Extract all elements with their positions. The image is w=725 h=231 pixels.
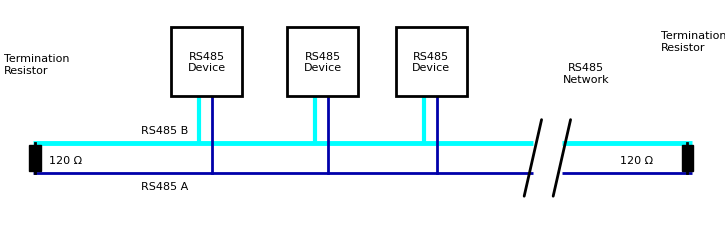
Text: RS485
Device: RS485 Device — [188, 52, 225, 73]
Text: RS485 B: RS485 B — [141, 125, 188, 136]
Bar — [396, 28, 467, 97]
Bar — [287, 28, 358, 97]
Bar — [171, 28, 242, 97]
Text: 120 Ω: 120 Ω — [620, 155, 653, 166]
Bar — [682, 146, 693, 171]
Text: 120 Ω: 120 Ω — [49, 155, 83, 166]
Text: RS485
Device: RS485 Device — [413, 52, 450, 73]
Text: RS485 A: RS485 A — [141, 181, 188, 191]
Bar — [29, 146, 41, 171]
Text: RS485
Network: RS485 Network — [563, 63, 609, 85]
Text: Termination
Resistor: Termination Resistor — [661, 31, 725, 52]
Text: RS485
Device: RS485 Device — [304, 52, 341, 73]
Text: Termination
Resistor: Termination Resistor — [4, 54, 69, 76]
Bar — [541, 140, 554, 177]
